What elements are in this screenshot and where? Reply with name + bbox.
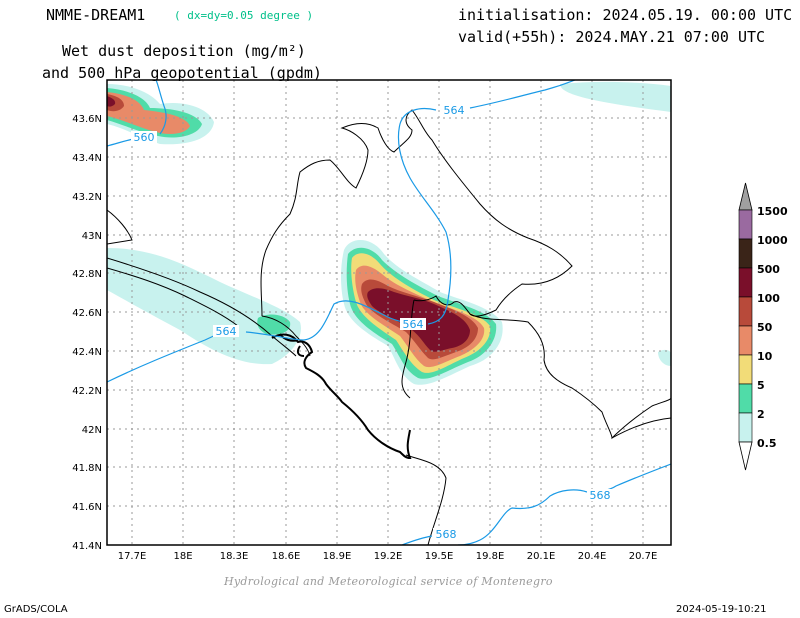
lat-label: 42.4N: [72, 347, 102, 358]
dust-plume-northeast: [560, 81, 671, 366]
colorbar-label: 500: [757, 263, 780, 276]
coastline: [271, 333, 412, 460]
credit-line: Hydrological and Meteorological service …: [224, 575, 553, 588]
contour-label: 564: [441, 104, 467, 117]
lon-label: 18E: [173, 551, 192, 562]
lon-label: 19.8E: [476, 551, 505, 562]
lon-label: 18.6E: [272, 551, 301, 562]
variable-title-line1: Wet dust deposition (mg/m²): [62, 42, 306, 60]
lat-label: 41.4N: [72, 541, 102, 552]
lon-label: 20.7E: [629, 551, 658, 562]
lat-label: 42.6N: [72, 308, 102, 319]
colorbar-label: 50: [757, 321, 773, 334]
contour-label: 560: [131, 131, 157, 144]
contour-label: 568: [587, 489, 613, 502]
map-frame: [106, 79, 672, 546]
lat-label: 41.6N: [72, 502, 102, 513]
lat-label: 42.8N: [72, 269, 102, 280]
colorbar-top-arrow: [738, 182, 753, 211]
colorbar-label: 1500: [757, 205, 788, 218]
timestamp: 2024-05-19-10:21: [676, 604, 767, 615]
lon-label: 20.1E: [527, 551, 556, 562]
model-title: NMME-DREAM1: [46, 6, 146, 24]
colorbar-label: 1000: [757, 234, 788, 247]
colorbar-segment: [738, 383, 753, 414]
colorbar-segment: [738, 238, 753, 269]
svg-text:568: 568: [590, 489, 611, 502]
lat-label: 42.2N: [72, 386, 102, 397]
colorbar-segment: [738, 209, 753, 240]
colorbar-label: 2: [757, 408, 765, 421]
svg-text:568: 568: [436, 528, 457, 541]
lat-label: 41.8N: [72, 463, 102, 474]
dust-plume-northwest: [107, 84, 214, 145]
country-borders: [107, 109, 671, 545]
colorbar-bottom-arrow: [738, 441, 753, 471]
colorbar: 1500 1000 500 100 50 10 5 2 0.5: [738, 182, 788, 471]
lat-label: 43N: [82, 231, 102, 242]
lon-label: 17.7E: [118, 551, 147, 562]
lat-label: 43.2N: [72, 192, 102, 203]
colorbar-label: 5: [757, 379, 765, 392]
lat-label: 42N: [82, 425, 102, 436]
svg-text:560: 560: [134, 131, 155, 144]
valid-time: valid(+55h): 2024.MAY.21 07:00 UTC: [458, 28, 766, 46]
contour-label: 564: [213, 325, 239, 338]
variable-title-line2: and 500 hPa geopotential (gpdm): [42, 64, 322, 82]
colorbar-segment: [738, 412, 753, 443]
contour-label: 564: [400, 318, 426, 331]
model-resolution: ( dx=dy=0.05 degree ): [174, 9, 314, 22]
lat-gridlines: [107, 117, 671, 507]
svg-text:564: 564: [403, 318, 424, 331]
colorbar-segment: [738, 296, 753, 327]
lon-label: 18.3E: [220, 551, 249, 562]
lon-label: 18.9E: [323, 551, 352, 562]
colorbar-segment: [738, 354, 753, 385]
lat-label: 43.6N: [72, 114, 102, 125]
svg-text:564: 564: [444, 104, 465, 117]
lon-axis: 17.7E 18E 18.3E 18.6E 18.9E 19.2E 19.5E …: [118, 551, 658, 562]
lon-label: 20.4E: [578, 551, 607, 562]
lat-axis: 43.6N 43.4N 43.2N 43N 42.8N 42.6N 42.4N …: [72, 114, 102, 552]
contour-label: 568: [433, 528, 459, 541]
colorbar-label: 0.5: [757, 437, 777, 450]
colorbar-segment: [738, 325, 753, 356]
lat-label: 43.4N: [72, 153, 102, 164]
colorbar-label: 100: [757, 292, 780, 305]
software-label: GrADS/COLA: [4, 604, 68, 615]
initialisation-time: initialisation: 2024.05.19. 00:00 UTC: [458, 6, 793, 24]
colorbar-segment: [738, 267, 753, 298]
lon-label: 19.5E: [425, 551, 454, 562]
svg-text:564: 564: [216, 325, 237, 338]
lon-label: 19.2E: [374, 551, 403, 562]
colorbar-label: 10: [757, 350, 773, 363]
contour-label-group: 564 560 564 564 568 568: [131, 104, 613, 541]
